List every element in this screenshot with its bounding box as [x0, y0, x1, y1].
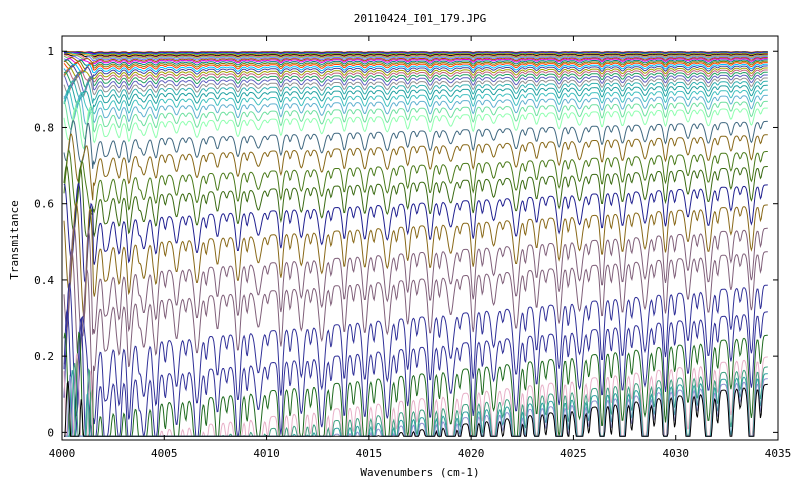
series-line [63, 67, 768, 82]
series-line [63, 163, 768, 238]
x-tick-label: 4030 [662, 447, 689, 460]
x-tick-label: 4025 [560, 447, 587, 460]
y-tick-label: 0.6 [34, 198, 54, 211]
y-tick-label: 0.8 [34, 121, 54, 134]
series-line [63, 133, 768, 201]
series-line [64, 52, 768, 56]
plot-frame [61, 35, 779, 441]
series-line [63, 224, 768, 338]
series-line [63, 353, 768, 438]
series-line [63, 65, 768, 80]
series-line [63, 309, 768, 437]
series-line [63, 248, 768, 408]
series-line [63, 55, 768, 62]
series-line [63, 106, 768, 150]
series-line [63, 53, 768, 57]
series-line [63, 54, 768, 60]
x-axis: 4000 4005 4010 4015 4020 4025 4030 4035 [49, 36, 792, 460]
x-tick-label: 4015 [356, 447, 383, 460]
series-line [63, 63, 768, 74]
series-line [63, 60, 768, 70]
x-tick-label: 4005 [151, 447, 178, 460]
x-tick-label: 4000 [49, 447, 76, 460]
series-line [63, 99, 768, 140]
y-axis-label: Transmitance [8, 200, 21, 279]
series-line [63, 182, 768, 285]
y-tick-label: 0.2 [34, 350, 54, 363]
y-tick-label: 1 [47, 45, 54, 58]
x-tick-label: 4020 [458, 447, 485, 460]
chart-title: 20110424_I01_179.JPG [354, 12, 486, 25]
y-axis: 0 0.2 0.4 0.6 0.8 1 [34, 45, 778, 439]
series-line [63, 57, 768, 65]
series-line [64, 380, 768, 438]
series-line [63, 53, 768, 58]
series-line [63, 74, 768, 94]
series-line [63, 62, 768, 72]
series-line [63, 71, 768, 88]
series-line [63, 80, 768, 104]
series-line [63, 149, 768, 216]
x-tick-label: 4010 [253, 447, 280, 460]
series-line [63, 331, 768, 437]
x-axis-label: Wavenumbers (cm-1) [360, 466, 479, 479]
series-line [63, 120, 768, 169]
series-line [63, 282, 768, 437]
series-line [63, 59, 768, 67]
series-line [63, 94, 768, 125]
series-line [63, 77, 768, 97]
series-line [63, 54, 768, 59]
series-line [63, 88, 768, 115]
x-tick-label: 4035 [765, 447, 792, 460]
series-line [63, 69, 768, 83]
series-line [63, 84, 768, 112]
plot-series-group [63, 51, 768, 438]
y-tick-label: 0 [47, 426, 54, 439]
series-line [63, 56, 768, 64]
series-line [63, 201, 768, 318]
y-tick-label: 0.4 [34, 274, 54, 287]
